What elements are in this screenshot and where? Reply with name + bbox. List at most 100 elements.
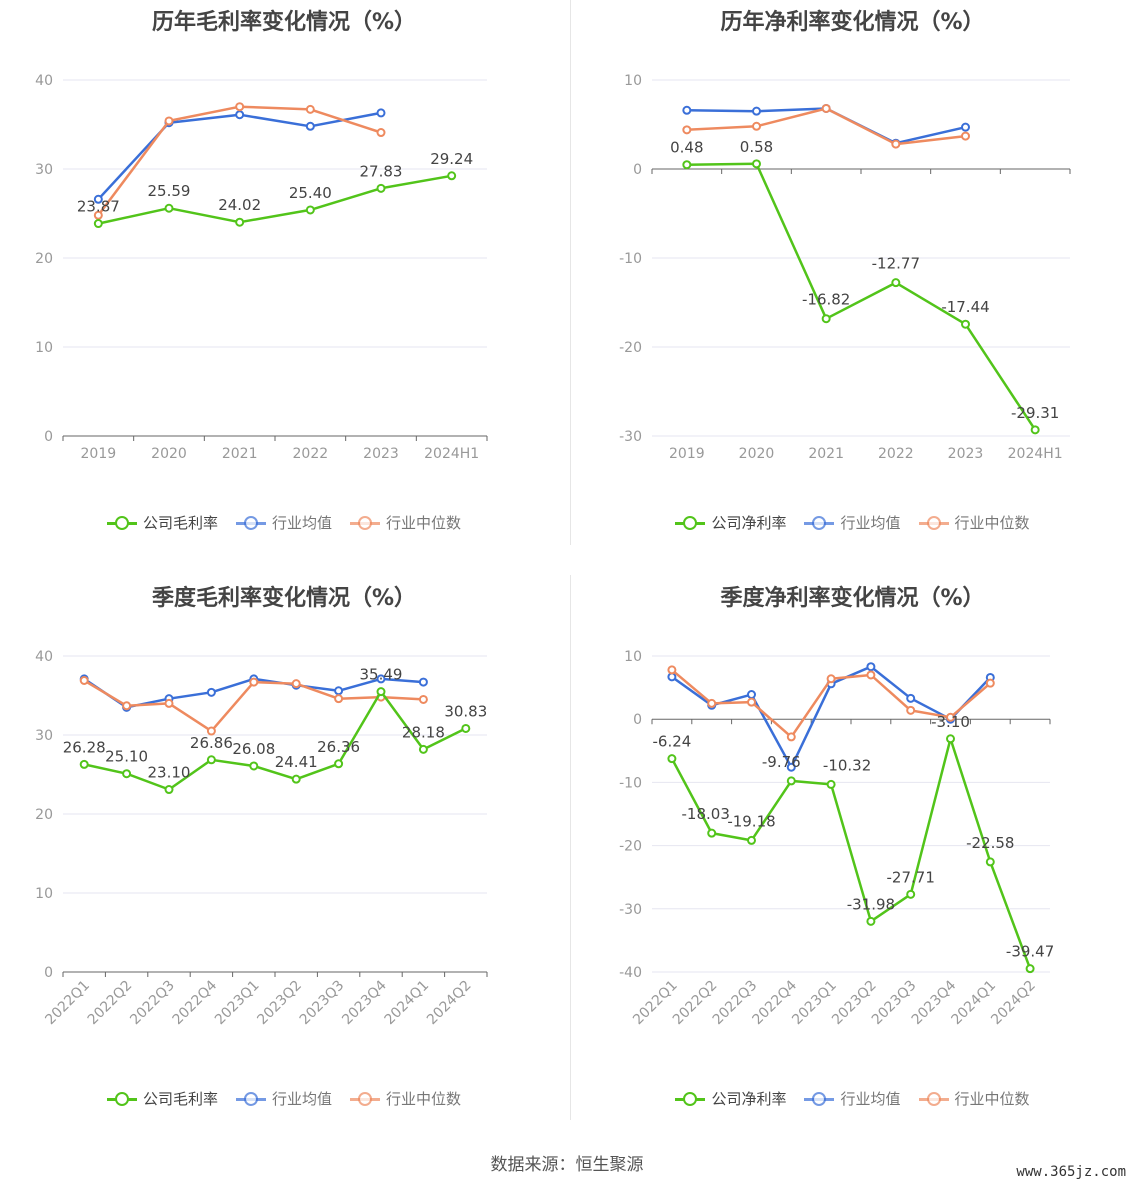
chart-legend: 公司毛利率 行业均值 行业中位数 <box>0 1088 568 1109</box>
legend-label: 行业均值 <box>271 514 332 532</box>
legend-item[interactable]: 行业中位数 <box>350 1088 461 1109</box>
data-label: -3.10 <box>931 713 970 731</box>
series-line-industry_avg <box>97 111 382 201</box>
y-tick-label: 10 <box>35 340 53 356</box>
data-label: 25.59 <box>148 182 191 200</box>
data-point-industry_avg <box>376 108 386 118</box>
data-label: -18.03 <box>682 805 730 823</box>
data-label: 0.58 <box>740 138 773 156</box>
watermark: www.365jz.com <box>1016 1164 1126 1180</box>
data-point-company <box>376 687 386 697</box>
legend-label: 公司毛利率 <box>142 514 218 532</box>
data-point-industry_avg <box>786 762 796 772</box>
x-tick-label: 2023Q3 <box>297 978 348 1029</box>
data-label: 24.02 <box>218 196 261 214</box>
data-point-company <box>79 759 89 769</box>
legend-item[interactable]: 行业中位数 <box>918 1088 1030 1109</box>
legend-line-circle-icon <box>106 1091 137 1106</box>
chart-panel-annual-net-margin: 历年净利率变化情况（%） -30 -20 -10 0 10 2019 2020 2021 202… <box>571 0 1134 560</box>
y-tick-label: 20 <box>35 251 53 267</box>
series-line-company <box>83 690 467 791</box>
x-tick-label: 2023Q2 <box>254 978 305 1029</box>
data-point-company <box>461 723 471 733</box>
legend-item[interactable]: 行业均值 <box>804 1088 901 1109</box>
data-point-industry_median <box>866 670 876 680</box>
legend-line-circle-icon <box>675 515 706 530</box>
legend-item[interactable]: 公司毛利率 <box>106 1088 218 1109</box>
data-point-company <box>334 759 344 769</box>
data-point-company <box>122 769 132 779</box>
data-label: 35.49 <box>360 666 403 684</box>
legend-line-circle-icon <box>350 515 380 530</box>
legend-item[interactable]: 公司净利率 <box>675 512 786 533</box>
x-tick-label: 2022Q1 <box>42 978 93 1029</box>
y-tick-label: -40 <box>619 965 642 981</box>
data-label: 26.08 <box>232 740 275 758</box>
y-tick-label: 20 <box>35 807 53 823</box>
data-point-industry_median <box>235 102 245 112</box>
chart-panel-annual-gross-margin: 历年毛利率变化情况（%） 0 10 20 30 40 2019 2020 2021 2022 20… <box>0 0 568 560</box>
data-point-industry_median <box>826 674 836 684</box>
data-label: 23.87 <box>77 198 120 216</box>
data-point-company <box>786 776 796 786</box>
legend-item[interactable]: 行业均值 <box>235 512 332 533</box>
legend-item[interactable]: 行业均值 <box>235 1088 332 1109</box>
data-point-industry_median <box>376 128 386 138</box>
data-label: 29.24 <box>430 150 473 168</box>
data-label: -39.47 <box>1006 943 1054 961</box>
data-label: 26.28 <box>63 738 106 756</box>
chart-title: 季度净利率变化情况（%） <box>720 586 985 611</box>
legend-line-circle-icon <box>350 1091 380 1106</box>
legend-item[interactable]: 公司净利率 <box>675 1088 786 1109</box>
data-label: 23.10 <box>148 764 191 782</box>
data-point-industry_median <box>906 705 916 715</box>
data-point-industry_avg <box>334 686 344 696</box>
data-point-company <box>164 785 174 795</box>
x-tick-label: 2020 <box>151 446 187 462</box>
data-point-industry_avg <box>906 693 916 703</box>
y-tick-label: -20 <box>619 839 642 855</box>
data-point-industry_median <box>707 698 717 708</box>
data-point-company <box>1025 964 1035 974</box>
data-point-company <box>1030 425 1040 435</box>
legend-item[interactable]: 行业中位数 <box>350 512 461 533</box>
x-tick-label: 2022Q4 <box>170 977 221 1028</box>
x-tick-label: 2023 <box>948 446 984 462</box>
legend-line-circle-icon <box>918 515 949 530</box>
data-point-company <box>305 205 315 215</box>
legend-label: 行业中位数 <box>386 514 462 532</box>
y-tick-label: -20 <box>619 340 642 356</box>
legend-item[interactable]: 行业均值 <box>804 512 901 533</box>
y-tick-label: -30 <box>619 902 642 918</box>
y-tick-label: 30 <box>35 162 53 178</box>
legend-label: 行业中位数 <box>954 1090 1030 1108</box>
legend-item[interactable]: 公司毛利率 <box>106 512 218 533</box>
legend-line-circle-icon <box>804 1091 835 1106</box>
legend-label: 行业中位数 <box>386 1090 462 1108</box>
data-point-industry_median <box>891 139 901 149</box>
data-label: 26.36 <box>317 738 360 756</box>
legend-label: 公司净利率 <box>711 1090 787 1108</box>
chart-legend: 公司毛利率 行业均值 行业中位数 <box>0 512 568 533</box>
data-point-industry_avg <box>747 690 756 700</box>
x-tick-label: 2023Q4 <box>339 977 390 1028</box>
y-tick-label: 30 <box>35 728 53 744</box>
data-point-company <box>946 734 955 744</box>
data-point-industry_median <box>164 698 174 708</box>
y-tick-label: 10 <box>624 73 642 89</box>
chart-panel-quarterly-gross-margin: 季度毛利率变化情况（%） 0 10 20 30 40 2022Q1 2022Q2 2022Q3… <box>0 576 568 1136</box>
data-point-industry_avg <box>305 121 315 131</box>
y-tick-label: -10 <box>619 251 642 267</box>
data-label: 24.41 <box>275 753 318 771</box>
data-point-company <box>747 835 756 845</box>
data-point-industry_avg <box>93 194 103 204</box>
x-tick-label: 2024H1 <box>1008 446 1063 462</box>
data-label: 25.40 <box>289 184 332 202</box>
y-tick-label: -10 <box>619 775 642 791</box>
chart-title: 历年净利率变化情况（%） <box>720 10 985 35</box>
legend-line-circle-icon <box>235 515 266 530</box>
legend-item[interactable]: 行业中位数 <box>918 512 1030 533</box>
data-point-industry_median <box>985 678 995 688</box>
vertical-divider-top <box>570 0 571 545</box>
series-line-company <box>98 174 452 225</box>
